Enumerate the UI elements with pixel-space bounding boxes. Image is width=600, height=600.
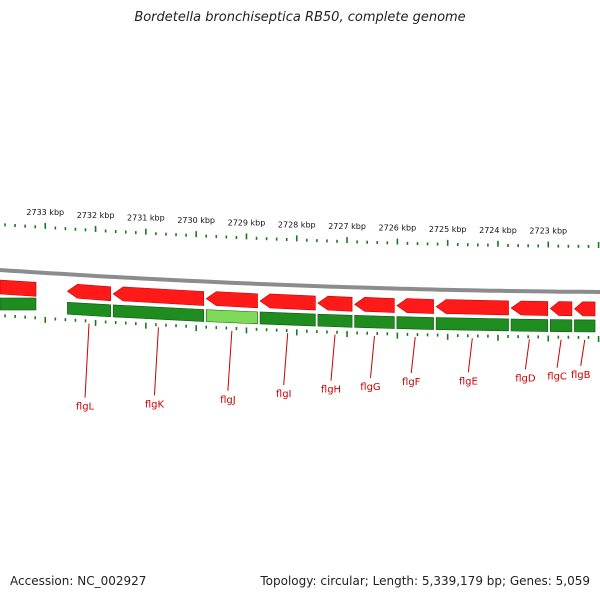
- gene-arrow-flgC[interactable]: [549, 301, 573, 317]
- gene-arrow-flgG[interactable]: [354, 297, 395, 313]
- accession-label: Accession: NC_002927: [10, 574, 147, 588]
- gene-shadow-flgC: [549, 319, 573, 333]
- kbp-label: 2733 kbp: [26, 208, 64, 217]
- gene-arrow-flgJ[interactable]: [205, 291, 258, 309]
- gene-label-line: [283, 333, 289, 386]
- kbp-label: 2728 kbp: [278, 220, 316, 229]
- topology-label: Topology: circular; Length: 5,339,179 bp…: [260, 574, 590, 588]
- gene-label-line: [84, 323, 90, 398]
- gene-label-flgK[interactable]: flgK: [145, 399, 165, 410]
- gene-label-line: [227, 330, 233, 391]
- gene-shadow-flgG: [354, 315, 395, 329]
- gene-label-line: [410, 337, 416, 374]
- gene-arrow-flgE[interactable]: [435, 299, 509, 316]
- gene-shadow-flgL: [67, 301, 111, 318]
- gene-arrow-row-shadow: [0, 297, 596, 333]
- gene-label-line: [369, 335, 375, 379]
- gene-shadow-flgI: [259, 311, 316, 327]
- gene-label-flgC[interactable]: flgC: [547, 372, 567, 383]
- gene-shadow-flgK: [112, 304, 205, 322]
- gene-label-line: [153, 327, 159, 396]
- gene-label-flgG[interactable]: flgG: [360, 382, 380, 393]
- gene-arrow-flgH[interactable]: [317, 295, 353, 312]
- kbp-tick-row-bottom: [4, 314, 600, 342]
- gene-arrow-flgF[interactable]: [396, 298, 434, 314]
- gene-label-line: [580, 339, 586, 366]
- gene-arrow-flgB[interactable]: [573, 301, 596, 317]
- gene-shadow-flgJ: [205, 309, 258, 325]
- gene-shadow-flgB: [574, 319, 596, 333]
- gene-label-flgL[interactable]: flgL: [76, 402, 95, 413]
- gene-label-flgD[interactable]: flgD: [515, 373, 536, 384]
- kbp-label-row: 2733 kbp 2732 kbp 2731 kbp 2730 kbp 2729 kbp…: [26, 208, 567, 236]
- kbp-label: 2729 kbp: [228, 218, 266, 227]
- kbp-label: 2726 kbp: [379, 224, 417, 233]
- kbp-label: 2725 kbp: [429, 225, 467, 234]
- gene-arrow-flgD[interactable]: [510, 300, 549, 316]
- kbp-label: 2730 kbp: [177, 216, 215, 225]
- gene-label-flgH[interactable]: flgH: [321, 385, 341, 396]
- gene-label-flgI[interactable]: flgI: [276, 389, 292, 400]
- gene-shadow-block: [0, 297, 37, 311]
- kbp-tick-row-top: [4, 222, 600, 248]
- gene-label-line: [556, 339, 562, 368]
- gene-label-flgB[interactable]: flgB: [571, 370, 591, 381]
- gene-arrow: [0, 279, 37, 297]
- kbp-label: 2727 kbp: [328, 222, 366, 231]
- gene-shadow-flgF: [396, 316, 434, 330]
- gene-label-row: flgL flgK flgJ flgI flgH flgG flgF flgE flgD flgC…: [76, 323, 591, 413]
- kbp-label: 2723 kbp: [529, 227, 567, 236]
- gene-arrow-row-forward: [0, 279, 596, 317]
- genome-backbone: [0, 268, 600, 294]
- kbp-label: 2731 kbp: [127, 214, 165, 223]
- kbp-label: 2732 kbp: [77, 211, 115, 220]
- gene-label-flgF[interactable]: flgF: [402, 377, 421, 388]
- gene-shadow-flgH: [317, 313, 353, 328]
- gene-arrow-flgI[interactable]: [259, 293, 316, 311]
- gene-label-line: [330, 334, 336, 381]
- gene-shadow-flgE: [435, 317, 509, 332]
- gene-label-line: [467, 338, 473, 373]
- gene-arrow-flgK[interactable]: [112, 286, 205, 306]
- gene-label-line: [524, 339, 530, 370]
- kbp-label: 2724 kbp: [479, 226, 517, 235]
- gene-label-flgE[interactable]: flgE: [459, 376, 478, 387]
- gene-label-flgJ[interactable]: flgJ: [220, 395, 236, 406]
- gene-arrow-flgL[interactable]: [66, 283, 111, 302]
- map-title: Bordetella bronchiseptica RB50, complete…: [134, 10, 466, 25]
- gene-shadow-flgD: [510, 318, 549, 332]
